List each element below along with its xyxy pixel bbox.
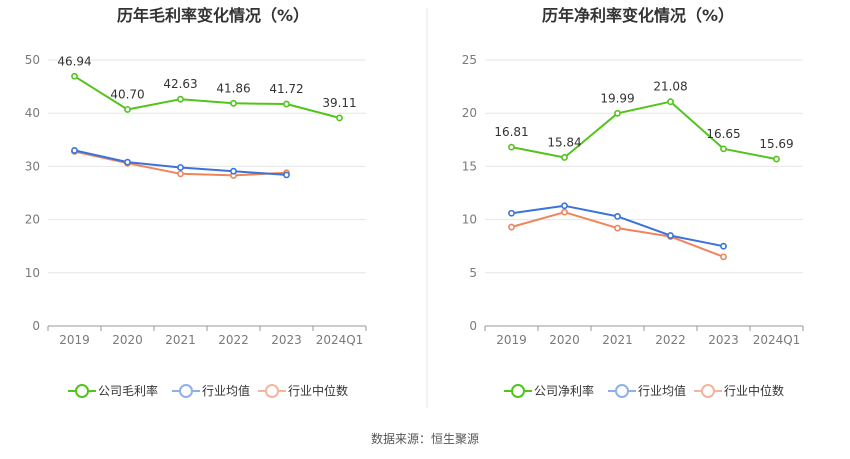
x-tick-label: 2020 bbox=[549, 333, 580, 347]
y-tick-label: 25 bbox=[462, 53, 477, 67]
legend-item-company: 公司毛利率 bbox=[68, 383, 158, 398]
chart-title: 历年净利率变化情况（%） bbox=[542, 6, 734, 25]
data-point-industry_median bbox=[177, 170, 184, 178]
data-point-company bbox=[720, 145, 727, 153]
x-tick-label: 2020 bbox=[112, 333, 143, 347]
y-tick-label: 10 bbox=[462, 213, 477, 227]
data-label: 46.94 bbox=[57, 54, 91, 68]
y-tick-label: 30 bbox=[25, 159, 40, 173]
legend-marker-icon bbox=[179, 384, 193, 398]
legend-item-industry_avg: 行业均值 bbox=[608, 383, 686, 398]
legend-item-company: 公司净利率 bbox=[504, 383, 594, 398]
chart-2: 历年净利率变化情况（%） 0 5 10 15 20 25 2019 2020 2021 2022 20… bbox=[462, 6, 804, 398]
x-tick-label: 2021 bbox=[165, 333, 196, 347]
data-point-company bbox=[124, 106, 131, 113]
x-tick-label: 2023 bbox=[708, 333, 739, 347]
data-point-industry_avg bbox=[177, 164, 184, 171]
data-source-note: 数据来源：恒生聚源 bbox=[370, 432, 479, 446]
legend-label: 行业中位数 bbox=[724, 383, 784, 398]
data-point-industry_median bbox=[720, 253, 727, 261]
data-point-company bbox=[561, 154, 568, 161]
x-tick-label: 2022 bbox=[218, 333, 249, 347]
y-tick-label: 15 bbox=[462, 159, 477, 173]
legend-item-industry_median: 行业中位数 bbox=[258, 383, 348, 398]
data-label: 40.70 bbox=[110, 87, 144, 101]
series-line-company bbox=[511, 100, 777, 161]
legend-item-industry_avg: 行业均值 bbox=[172, 383, 250, 398]
x-tick-label: 2024Q1 bbox=[753, 333, 801, 347]
legend-item-industry_median: 行业中位数 bbox=[694, 383, 784, 398]
x-tick-label: 2023 bbox=[271, 333, 302, 347]
data-point-company bbox=[614, 109, 621, 117]
data-point-company bbox=[773, 155, 780, 163]
y-tick-label: 50 bbox=[25, 53, 40, 67]
data-point-company bbox=[283, 100, 290, 108]
data-point-industry_median bbox=[561, 208, 568, 216]
data-label: 19.99 bbox=[600, 91, 634, 105]
legend-label: 行业均值 bbox=[638, 383, 686, 398]
series-line-company bbox=[73, 75, 340, 119]
legend-marker-icon bbox=[615, 384, 629, 398]
data-point-industry_avg bbox=[614, 213, 621, 220]
chart-title: 历年毛利率变化情况（%） bbox=[117, 6, 309, 25]
data-label: 39.11 bbox=[322, 96, 356, 110]
x-tick-label: 2019 bbox=[59, 333, 90, 347]
legend-marker-icon bbox=[511, 384, 525, 398]
y-tick-label: 10 bbox=[25, 266, 40, 280]
x-tick-label: 2021 bbox=[602, 333, 633, 347]
data-point-industry_avg bbox=[720, 242, 727, 250]
data-label: 15.69 bbox=[759, 137, 793, 151]
data-point-industry_median bbox=[614, 224, 621, 232]
data-label: 41.72 bbox=[269, 82, 303, 96]
y-tick-label: 20 bbox=[25, 213, 40, 227]
legend-label: 公司净利率 bbox=[534, 383, 594, 398]
x-tick-label: 2024Q1 bbox=[316, 333, 364, 347]
data-point-industry_avg bbox=[508, 209, 515, 217]
data-point-company bbox=[71, 72, 78, 80]
data-label: 15.84 bbox=[547, 135, 581, 149]
data-point-industry_median bbox=[508, 223, 515, 231]
x-tick-label: 2022 bbox=[655, 333, 686, 347]
chart-1: 历年毛利率变化情况（%） 0 10 20 30 40 50 2019 2020 2021 2022 2… bbox=[25, 6, 367, 398]
legend-marker-icon bbox=[75, 384, 89, 398]
legend-label: 公司毛利率 bbox=[98, 383, 158, 398]
y-tick-label: 40 bbox=[25, 106, 40, 120]
data-point-company bbox=[336, 114, 343, 122]
data-point-company bbox=[508, 143, 515, 151]
data-label: 41.86 bbox=[216, 81, 250, 95]
data-label: 16.81 bbox=[494, 125, 528, 139]
data-point-company bbox=[230, 99, 237, 107]
data-point-industry_avg bbox=[667, 232, 674, 239]
data-point-industry_avg bbox=[230, 167, 237, 175]
data-point-company bbox=[667, 98, 674, 106]
data-point-industry_avg bbox=[561, 202, 568, 210]
legend-label: 行业均值 bbox=[202, 383, 250, 398]
legend-marker-icon bbox=[265, 384, 279, 398]
data-label: 21.08 bbox=[653, 80, 687, 94]
y-tick-label: 0 bbox=[469, 319, 477, 333]
legend-marker-icon bbox=[701, 384, 715, 398]
x-tick-label: 2019 bbox=[496, 333, 527, 347]
data-point-industry_avg bbox=[124, 158, 131, 166]
data-label: 42.63 bbox=[163, 77, 197, 91]
data-point-company bbox=[177, 95, 184, 103]
legend-label: 行业中位数 bbox=[288, 383, 348, 398]
data-point-industry_avg bbox=[71, 147, 78, 154]
y-tick-label: 20 bbox=[462, 106, 477, 120]
y-tick-label: 5 bbox=[469, 266, 477, 280]
data-label: 16.65 bbox=[706, 127, 740, 141]
y-tick-label: 0 bbox=[32, 319, 40, 333]
data-point-industry_avg bbox=[283, 171, 290, 179]
